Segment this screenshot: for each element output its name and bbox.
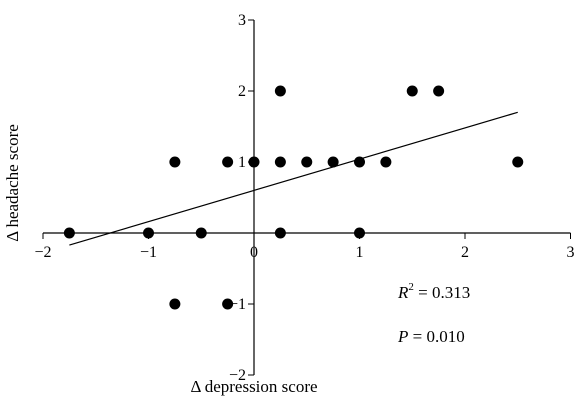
data-point bbox=[354, 156, 365, 168]
data-point bbox=[222, 298, 234, 310]
x-tick-label: −2 bbox=[34, 244, 51, 261]
y-tick-label: −1 bbox=[229, 296, 246, 313]
data-point bbox=[169, 156, 181, 168]
data-point bbox=[195, 227, 207, 239]
r-squared-annotation: R2 = 0.313 bbox=[397, 281, 470, 302]
data-point bbox=[301, 156, 313, 168]
p-symbol: P bbox=[397, 327, 408, 346]
data-point bbox=[274, 85, 286, 97]
data-point bbox=[248, 156, 260, 168]
x-tick-label: 2 bbox=[461, 244, 469, 261]
p-value-annotation: P = 0.010 bbox=[397, 327, 465, 346]
r-squared-symbol: R bbox=[397, 283, 409, 302]
data-point bbox=[512, 156, 524, 168]
y-tick-label: −2 bbox=[229, 367, 246, 384]
data-point bbox=[143, 227, 154, 239]
x-tick-label: −1 bbox=[140, 244, 157, 261]
data-point bbox=[433, 85, 445, 97]
data-point bbox=[327, 156, 339, 168]
data-point bbox=[169, 298, 181, 310]
x-tick-label: 1 bbox=[356, 244, 364, 261]
r-squared-superscript: 2 bbox=[408, 281, 414, 293]
y-tick-label: 1 bbox=[238, 154, 246, 171]
x-axis-label: Δ depression score bbox=[190, 377, 317, 396]
regression-line bbox=[69, 111, 518, 246]
data-point bbox=[380, 156, 392, 168]
r-squared-value: = 0.313 bbox=[414, 283, 470, 302]
x-tick-label: 0 bbox=[250, 244, 258, 261]
data-point bbox=[354, 227, 365, 239]
data-point bbox=[274, 156, 286, 168]
x-tick-label: 3 bbox=[567, 244, 575, 261]
y-tick-label: 2 bbox=[238, 83, 246, 100]
data-points bbox=[63, 85, 524, 310]
axes bbox=[42, 19, 571, 376]
data-point bbox=[63, 227, 75, 239]
data-point bbox=[274, 227, 286, 239]
data-point bbox=[406, 85, 418, 97]
data-point bbox=[222, 156, 234, 168]
y-tick-label: 3 bbox=[238, 12, 246, 29]
p-value: = 0.010 bbox=[408, 327, 464, 346]
tick-labels: −2 −1 0 1 2 3 −2 −1 1 2 3 bbox=[34, 12, 574, 384]
y-axis-label: Δ headache score bbox=[3, 124, 22, 242]
